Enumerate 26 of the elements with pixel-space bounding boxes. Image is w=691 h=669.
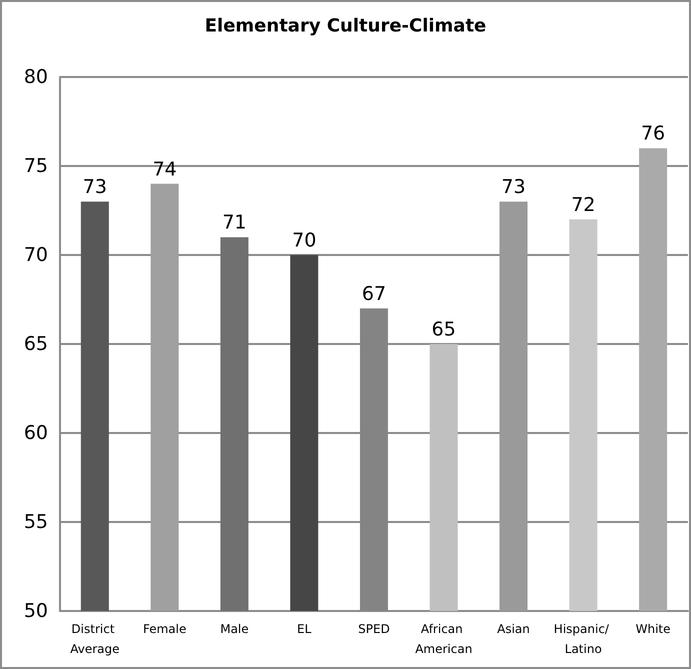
data-label: 73 bbox=[82, 176, 107, 198]
x-tick-label: Female bbox=[142, 622, 186, 636]
data-label: 76 bbox=[640, 122, 666, 145]
data-label: 67 bbox=[362, 282, 386, 305]
data-label: 73 bbox=[501, 176, 526, 198]
x-tick-label: SPED bbox=[358, 622, 390, 636]
y-tick-label: 50 bbox=[24, 600, 48, 622]
data-label: 71 bbox=[222, 212, 247, 234]
data-label: 65 bbox=[432, 318, 456, 340]
x-tick-label: District Average bbox=[70, 622, 120, 656]
data-label: 72 bbox=[571, 194, 596, 216]
y-tick-label: 65 bbox=[24, 333, 48, 355]
data-label: 74 bbox=[152, 158, 177, 180]
x-tick-label: Asian bbox=[497, 622, 530, 636]
data-label: 70 bbox=[292, 230, 316, 252]
x-tick-label: White bbox=[636, 622, 671, 636]
chart-title: Elementary Culture-Climate bbox=[204, 16, 486, 36]
y-tick-label: 80 bbox=[24, 66, 48, 88]
y-tick-label: 60 bbox=[24, 422, 48, 444]
x-tick-label: African American bbox=[415, 622, 472, 656]
x-tick-label: Male bbox=[220, 622, 249, 636]
y-tick-label: 55 bbox=[24, 511, 48, 533]
y-tick-label: 70 bbox=[24, 244, 48, 266]
x-tick-label: EL bbox=[297, 622, 312, 636]
x-tick-label: Hispanic/ Latino bbox=[554, 622, 613, 656]
y-tick-label: 75 bbox=[24, 155, 48, 177]
